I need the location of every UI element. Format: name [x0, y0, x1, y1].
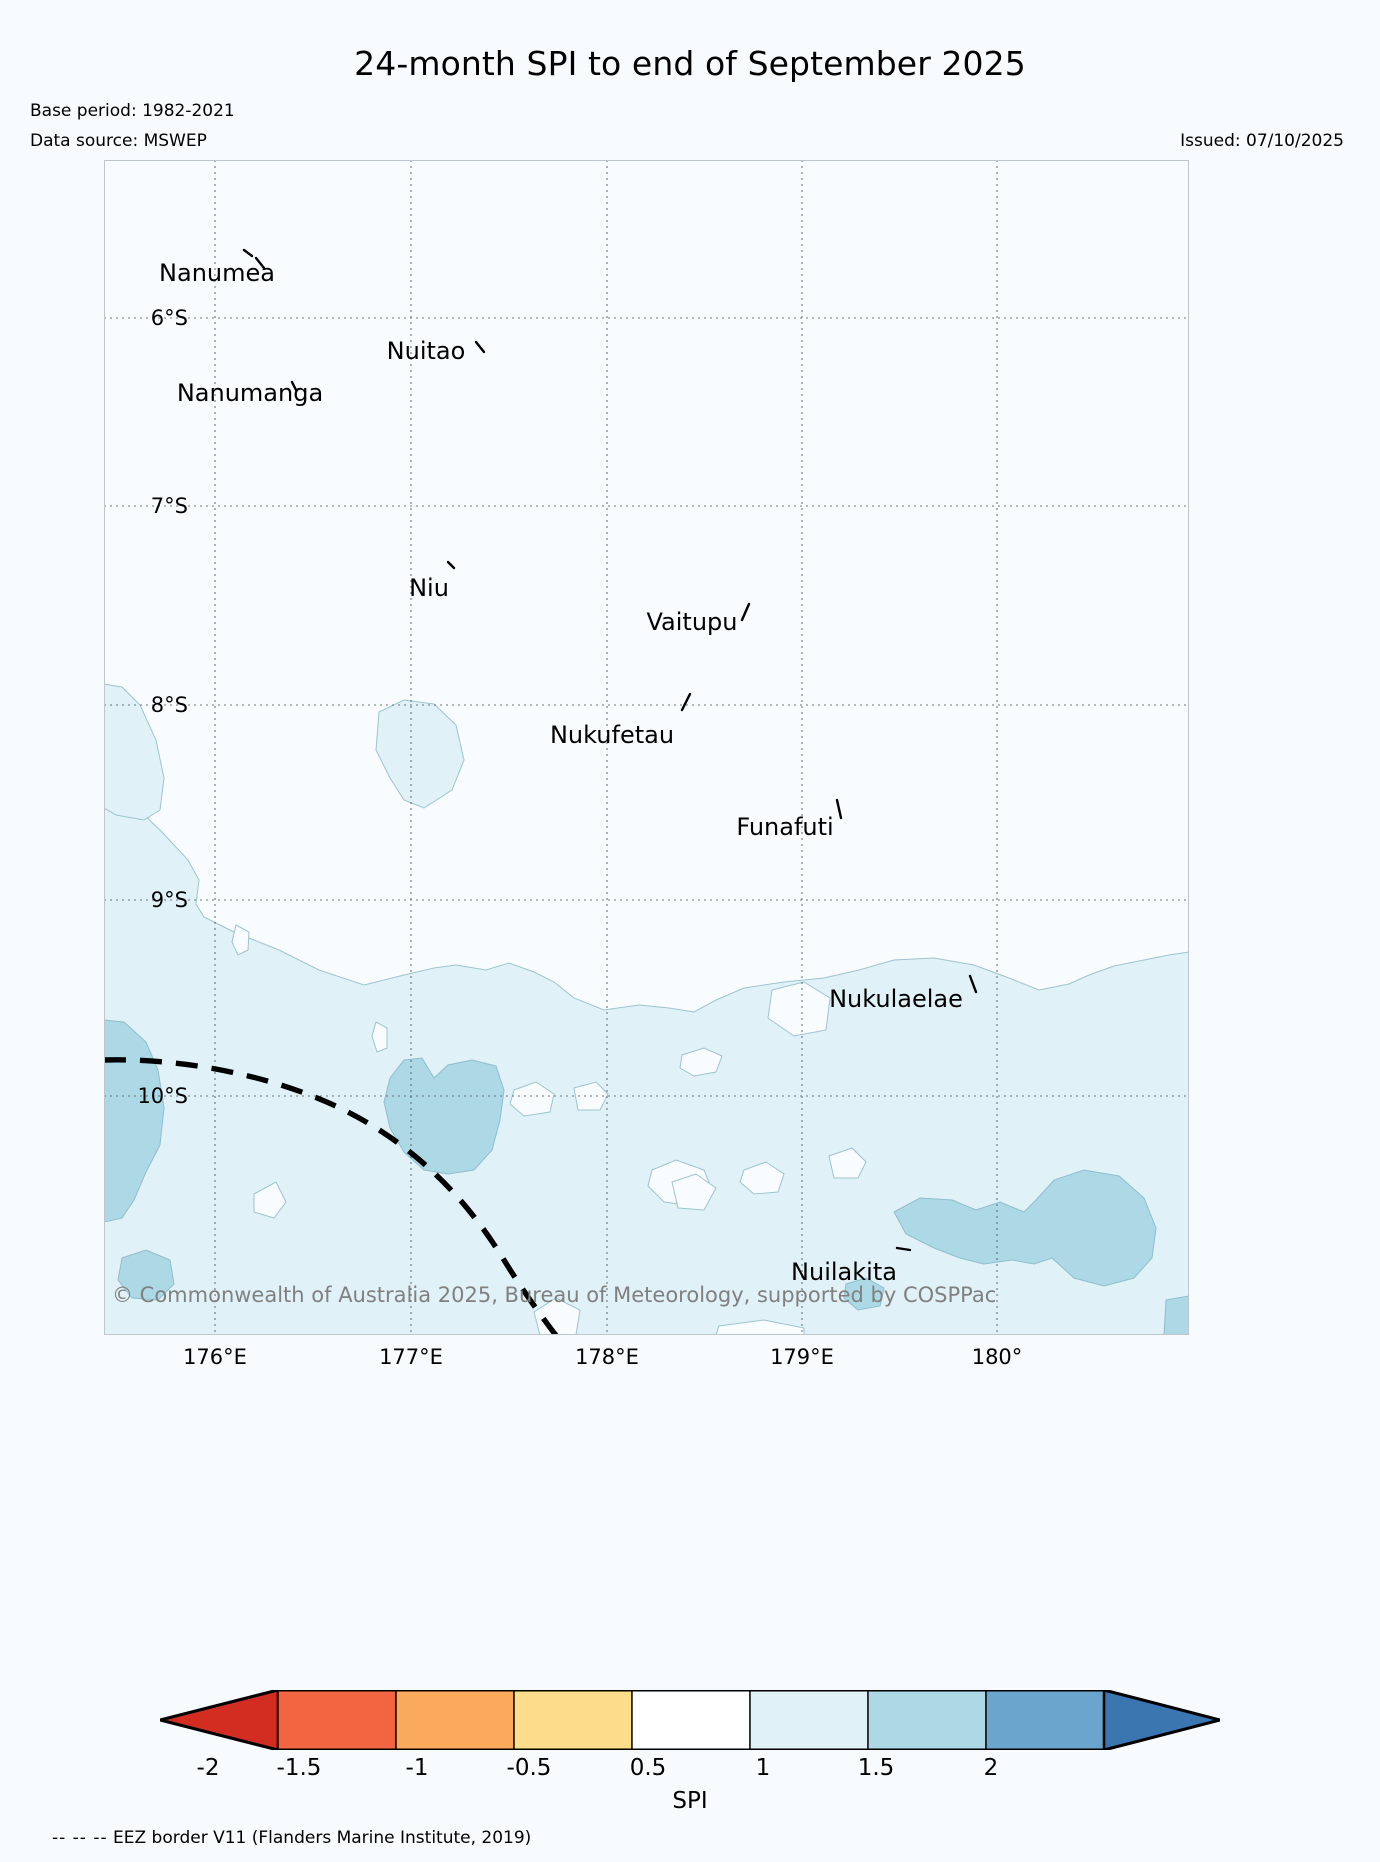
colorbar-tick-1.5: 1.5	[857, 1755, 895, 1781]
lon-tick-176e: 176°E	[183, 1345, 247, 1369]
eez-footnote: -- -- -- EEZ border V11 (Flanders Marine…	[52, 1828, 531, 1848]
map-copyright-text: © Commonwealth of Australia 2025, Bureau…	[112, 1283, 997, 1307]
map-gridlines	[104, 160, 1189, 1335]
lon-tick-180: 180°	[971, 1345, 1023, 1369]
issued-date-text: Issued: 07/10/2025	[1180, 131, 1344, 151]
data-source-text: Data source: MSWEP	[30, 131, 207, 151]
lat-tick-6s: 6°S	[150, 306, 188, 330]
lat-tick-8s: 8°S	[150, 693, 188, 717]
colorbar[interactable]	[0, 1690, 1380, 1750]
spi-band-1-1.5	[104, 1019, 1189, 1335]
eez-dash-symbol: -- -- --	[52, 1828, 108, 1848]
lat-tick-9s: 9°S	[150, 888, 188, 912]
base-period-text: Base period: 1982-2021	[30, 101, 235, 121]
lon-tick-179e: 179°E	[770, 1345, 834, 1369]
eez-footnote-text: EEZ border V11 (Flanders Marine Institut…	[107, 1828, 532, 1848]
colorbar-swatches	[160, 1690, 1220, 1750]
colorbar-tick--1.5: -1.5	[276, 1755, 322, 1781]
lat-tick-7s: 7°S	[150, 494, 188, 518]
page-title: 24-month SPI to end of September 2025	[354, 44, 1026, 83]
colorbar-tick-2: 2	[983, 1755, 999, 1781]
colorbar-tick--0.5: -0.5	[506, 1755, 552, 1781]
island-outlines	[242, 248, 978, 1252]
lat-tick-10s: 10°S	[137, 1084, 188, 1108]
colorbar-title: SPI	[672, 1788, 708, 1814]
lon-tick-177e: 177°E	[379, 1345, 443, 1369]
colorbar-tick-0.5: 0.5	[629, 1755, 667, 1781]
colorbar-tick--2: -2	[196, 1755, 220, 1781]
colorbar-tick--1: -1	[405, 1755, 429, 1781]
lon-tick-178e: 178°E	[575, 1345, 639, 1369]
map-canvas[interactable]: Nanumea Nuitao Nanumanga Niu Vaitupu Nuk…	[104, 160, 1189, 1335]
colorbar-tick-1: 1	[755, 1755, 771, 1781]
spi-contour-map	[104, 160, 1189, 1335]
eez-border-line	[104, 1057, 560, 1335]
